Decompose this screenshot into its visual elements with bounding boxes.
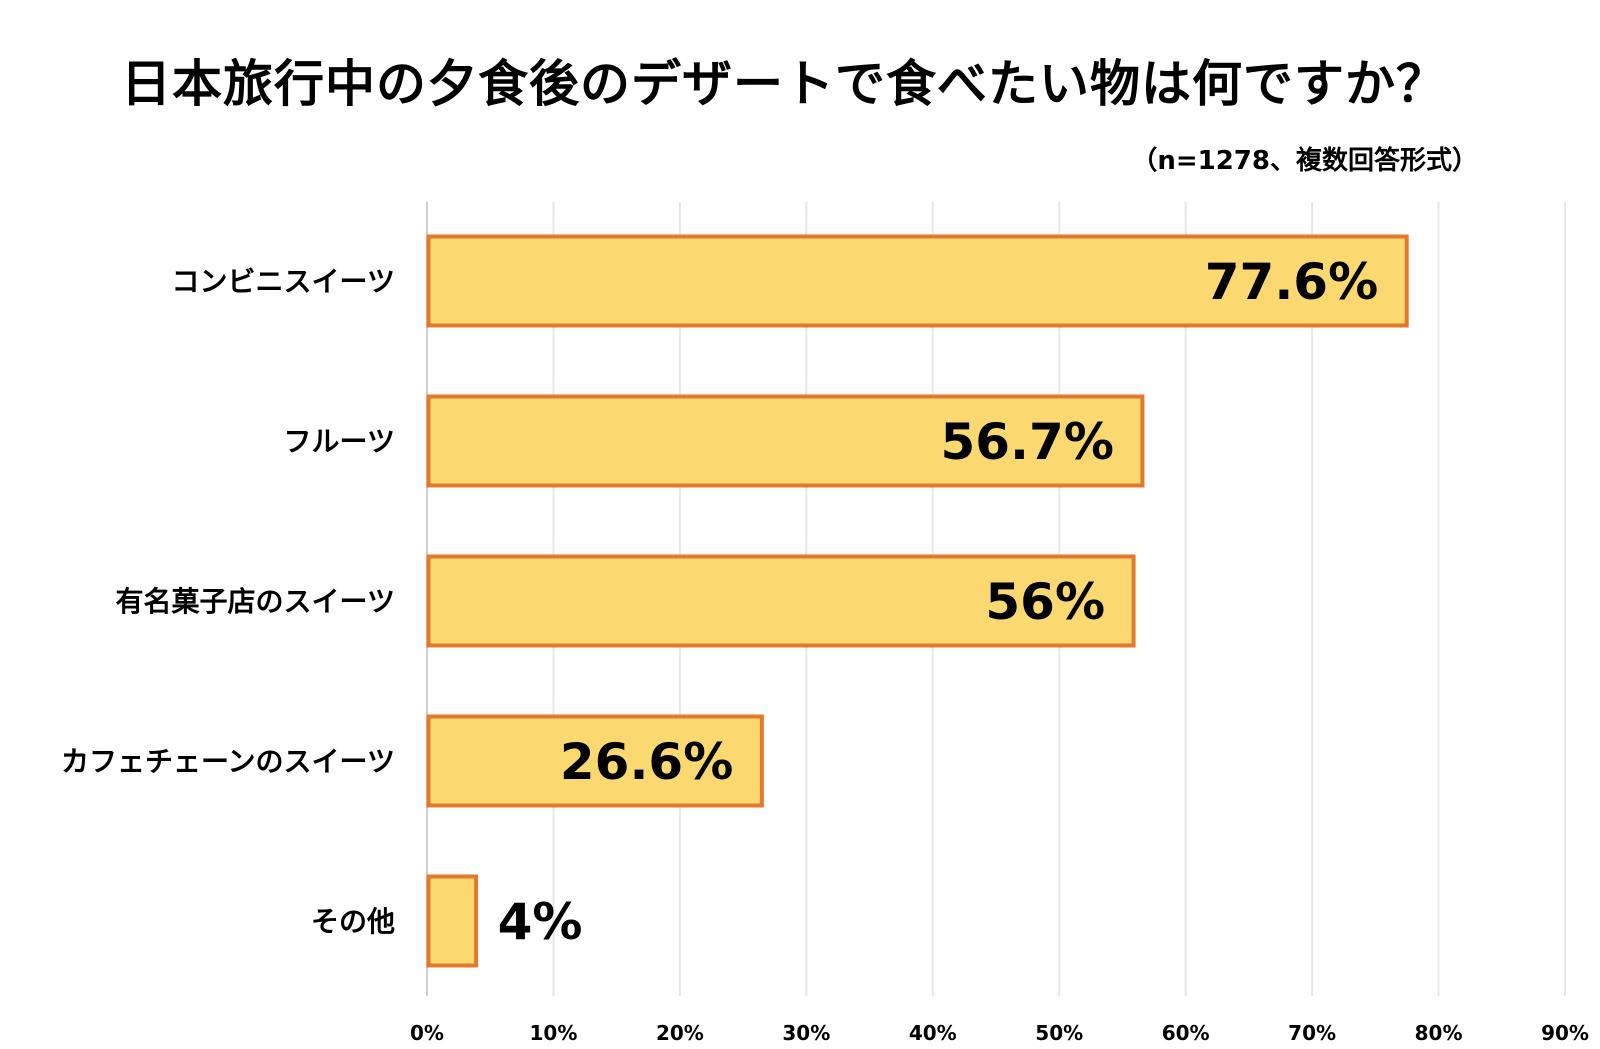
data-labels: 77.6% 56.7% 56% 26.6% 4% <box>498 253 1379 951</box>
category-label: コンビニスイーツ <box>172 265 395 298</box>
category-label: 有名菓子店のスイーツ <box>116 585 395 618</box>
category-label: その他 <box>311 905 395 938</box>
data-label: 77.6% <box>1205 253 1378 311</box>
x-tick-label: 10% <box>530 1021 578 1045</box>
x-tick-label: 30% <box>782 1021 830 1045</box>
bars <box>426 234 1409 968</box>
x-tick-label: 0% <box>410 1021 444 1045</box>
x-tick-label: 80% <box>1415 1021 1463 1045</box>
data-label: 56.7% <box>940 413 1113 471</box>
bar <box>426 234 1409 328</box>
x-axis-tick-labels: 0% 10% 20% 30% 40% 50% 60% 70% 80% 90% <box>410 1021 1589 1045</box>
category-label: カフェチェーンのスイーツ <box>61 745 395 778</box>
data-label: 56% <box>985 573 1105 631</box>
x-tick-label: 90% <box>1541 1021 1589 1045</box>
chart-subtitle: （n=1278、複数回答形式） <box>1131 146 1478 176</box>
chart-title: 日本旅行中の夕食後のデザートで食べたい物は何ですか？ <box>121 55 1447 113</box>
data-label: 4% <box>498 893 583 951</box>
x-tick-label: 60% <box>1162 1021 1210 1045</box>
bar <box>426 394 1145 488</box>
x-tick-label: 50% <box>1035 1021 1083 1045</box>
bar <box>426 554 1136 648</box>
data-label: 26.6% <box>560 733 733 791</box>
x-tick-label: 20% <box>656 1021 704 1045</box>
category-label: フルーツ <box>284 425 395 458</box>
x-tick-label: 40% <box>909 1021 957 1045</box>
bar <box>426 874 479 968</box>
x-tick-label: 70% <box>1288 1021 1336 1045</box>
bar <box>426 714 764 808</box>
